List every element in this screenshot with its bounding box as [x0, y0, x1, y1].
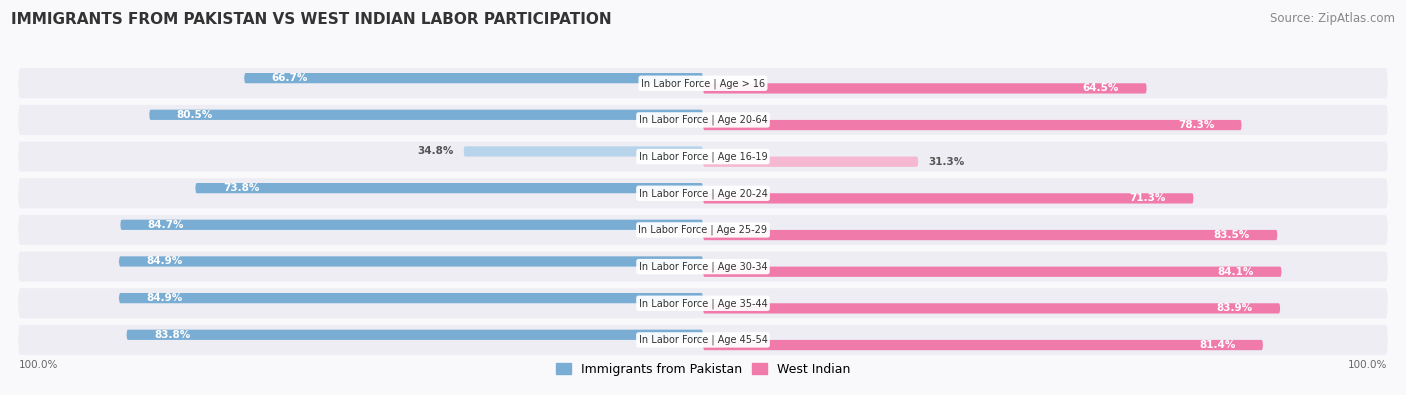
Text: In Labor Force | Age 20-24: In Labor Force | Age 20-24	[638, 188, 768, 199]
FancyBboxPatch shape	[18, 288, 1388, 318]
Text: 100.0%: 100.0%	[1348, 360, 1388, 370]
Text: 83.8%: 83.8%	[155, 330, 190, 340]
Text: 78.3%: 78.3%	[1178, 120, 1215, 130]
Text: 73.8%: 73.8%	[222, 183, 259, 193]
Legend: Immigrants from Pakistan, West Indian: Immigrants from Pakistan, West Indian	[551, 358, 855, 381]
Text: 84.7%: 84.7%	[148, 220, 184, 230]
Text: 80.5%: 80.5%	[177, 110, 212, 120]
FancyBboxPatch shape	[18, 178, 1388, 208]
FancyBboxPatch shape	[464, 146, 703, 156]
FancyBboxPatch shape	[703, 156, 918, 167]
Text: 84.9%: 84.9%	[146, 256, 183, 267]
Text: In Labor Force | Age 16-19: In Labor Force | Age 16-19	[638, 151, 768, 162]
Text: In Labor Force | Age > 16: In Labor Force | Age > 16	[641, 78, 765, 88]
FancyBboxPatch shape	[18, 105, 1388, 135]
FancyBboxPatch shape	[703, 230, 1278, 240]
FancyBboxPatch shape	[121, 220, 703, 230]
Text: 84.9%: 84.9%	[146, 293, 183, 303]
FancyBboxPatch shape	[120, 256, 703, 267]
Text: 34.8%: 34.8%	[418, 147, 453, 156]
Text: 71.3%: 71.3%	[1129, 194, 1166, 203]
Text: 83.9%: 83.9%	[1216, 303, 1253, 313]
FancyBboxPatch shape	[127, 330, 703, 340]
FancyBboxPatch shape	[18, 141, 1388, 171]
Text: 31.3%: 31.3%	[929, 157, 965, 167]
Text: 100.0%: 100.0%	[18, 360, 58, 370]
FancyBboxPatch shape	[703, 83, 1147, 94]
Text: In Labor Force | Age 35-44: In Labor Force | Age 35-44	[638, 298, 768, 308]
FancyBboxPatch shape	[703, 120, 1241, 130]
FancyBboxPatch shape	[245, 73, 703, 83]
FancyBboxPatch shape	[703, 267, 1282, 277]
Text: In Labor Force | Age 25-29: In Labor Force | Age 25-29	[638, 225, 768, 235]
FancyBboxPatch shape	[703, 340, 1263, 350]
Text: 83.5%: 83.5%	[1213, 230, 1250, 240]
FancyBboxPatch shape	[18, 325, 1388, 355]
FancyBboxPatch shape	[18, 252, 1388, 282]
FancyBboxPatch shape	[120, 293, 703, 303]
Text: IMMIGRANTS FROM PAKISTAN VS WEST INDIAN LABOR PARTICIPATION: IMMIGRANTS FROM PAKISTAN VS WEST INDIAN …	[11, 12, 612, 27]
FancyBboxPatch shape	[703, 193, 1194, 203]
Text: 81.4%: 81.4%	[1199, 340, 1236, 350]
FancyBboxPatch shape	[149, 110, 703, 120]
Text: 84.1%: 84.1%	[1218, 267, 1254, 277]
Text: Source: ZipAtlas.com: Source: ZipAtlas.com	[1270, 12, 1395, 25]
Text: In Labor Force | Age 45-54: In Labor Force | Age 45-54	[638, 335, 768, 345]
Text: In Labor Force | Age 30-34: In Labor Force | Age 30-34	[638, 261, 768, 272]
FancyBboxPatch shape	[703, 303, 1281, 314]
Text: In Labor Force | Age 20-64: In Labor Force | Age 20-64	[638, 115, 768, 125]
Text: 64.5%: 64.5%	[1083, 83, 1119, 93]
FancyBboxPatch shape	[18, 68, 1388, 98]
Text: 66.7%: 66.7%	[271, 73, 308, 83]
FancyBboxPatch shape	[195, 183, 703, 193]
FancyBboxPatch shape	[18, 215, 1388, 245]
